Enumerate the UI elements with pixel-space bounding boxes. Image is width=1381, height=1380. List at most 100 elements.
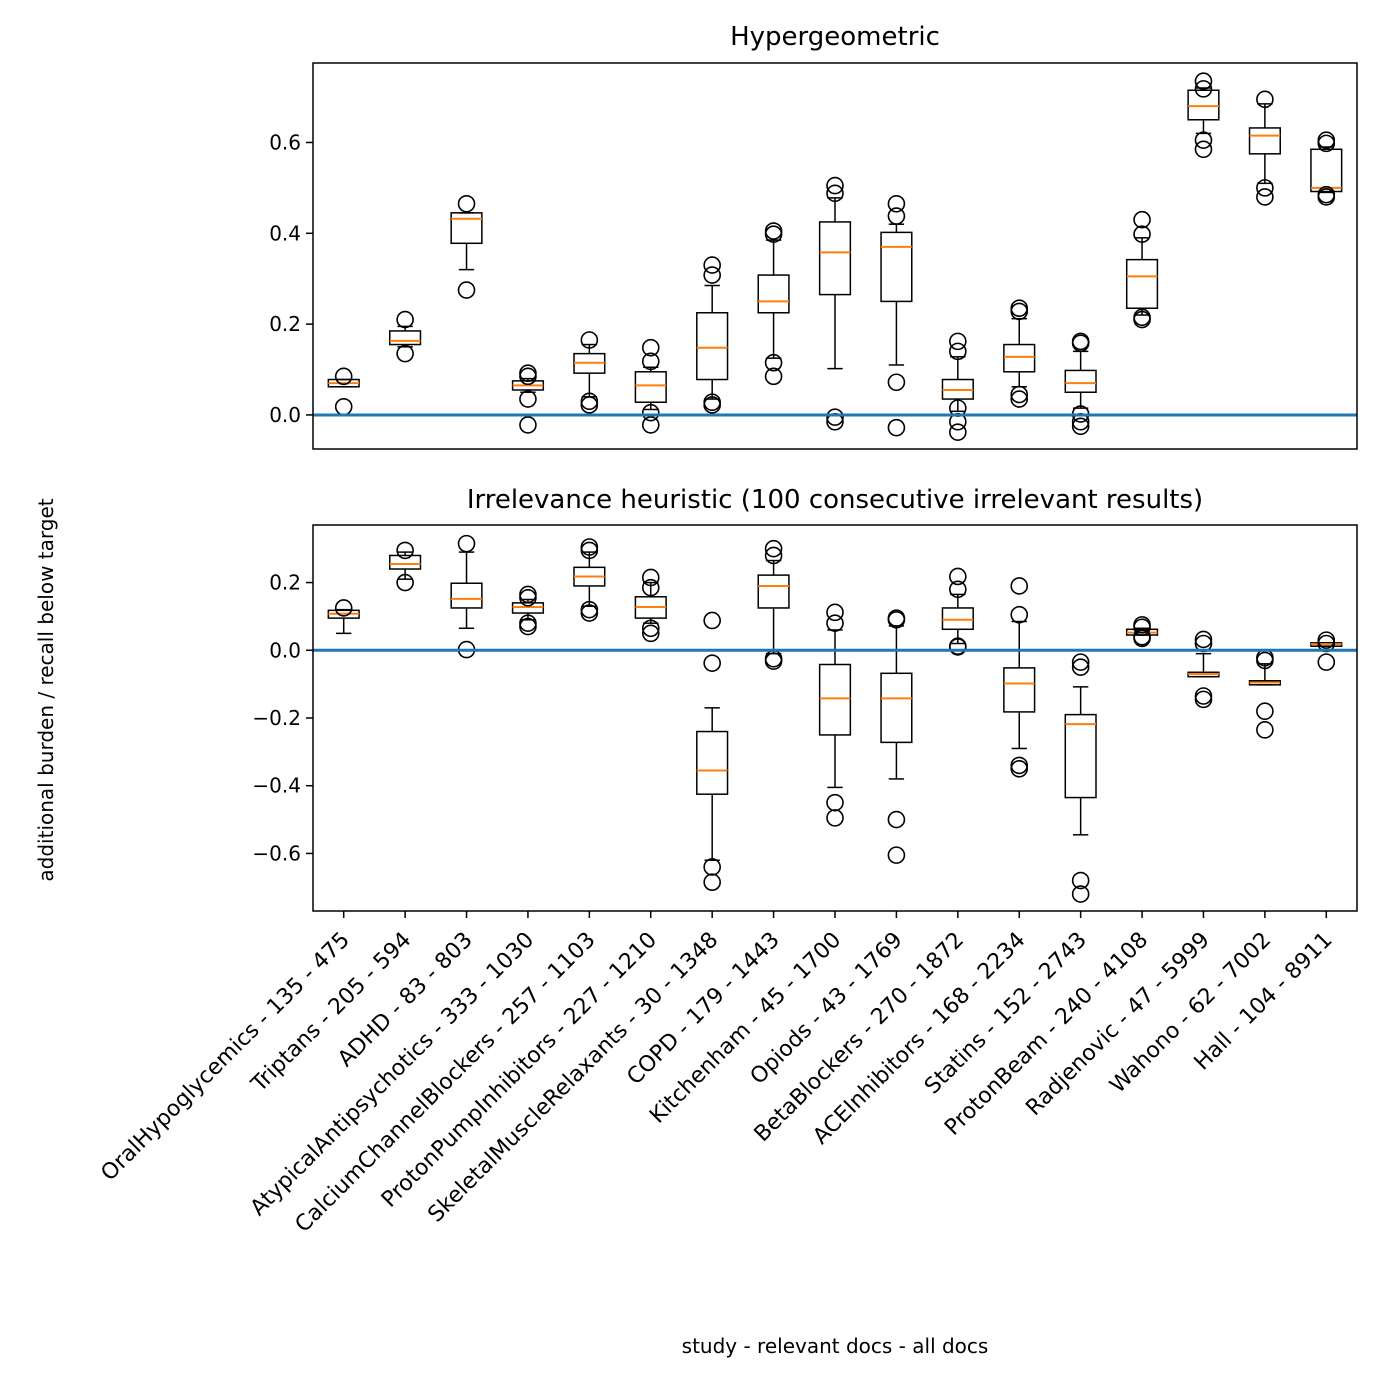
outlier-point xyxy=(949,342,967,361)
outlier-point xyxy=(1194,80,1213,98)
box-3 xyxy=(511,585,545,636)
iqr-box xyxy=(696,730,729,795)
iqr-box xyxy=(880,672,913,744)
outlier-point xyxy=(1194,690,1213,709)
box-9 xyxy=(880,194,913,437)
outlier-point xyxy=(641,338,660,357)
iqr-box xyxy=(1003,667,1036,713)
iqr-box xyxy=(818,663,852,736)
outlier-point xyxy=(887,373,906,392)
iqr-box xyxy=(450,582,483,609)
outlier-point xyxy=(703,654,721,672)
outlier-point xyxy=(703,396,721,414)
iqr-box xyxy=(757,574,790,609)
box-15 xyxy=(1248,90,1281,206)
outlier-point xyxy=(1071,417,1090,436)
outlier-point xyxy=(1194,72,1213,90)
outlier-point xyxy=(887,611,906,629)
outlier-point xyxy=(1256,179,1274,197)
hypergeometric-title: Hypergeometric xyxy=(730,22,940,52)
outlier-point xyxy=(703,873,721,892)
outlier-point xyxy=(949,423,967,441)
outlier-point xyxy=(396,344,414,363)
outlier-point xyxy=(1256,188,1274,206)
box-12 xyxy=(1064,653,1097,903)
outlier-point xyxy=(826,614,844,632)
axes-frame xyxy=(312,62,1358,450)
outlier-point xyxy=(1194,131,1213,149)
outlier-point xyxy=(1133,629,1151,648)
iqr-box xyxy=(1064,369,1097,393)
outlier-point xyxy=(949,567,967,586)
outlier-point xyxy=(949,638,967,656)
outlier-point xyxy=(887,194,906,213)
outlier-point xyxy=(826,603,844,622)
box-15 xyxy=(1248,648,1281,739)
iqr-box xyxy=(941,607,974,631)
iqr-box xyxy=(1310,148,1343,193)
outlier-point xyxy=(457,281,476,299)
box-3 xyxy=(511,364,545,434)
outlier-point xyxy=(1256,90,1274,109)
outlier-point xyxy=(826,408,844,427)
outlier-point xyxy=(1194,630,1213,649)
y-tick-label: −0.4 xyxy=(252,774,301,798)
iqr-box xyxy=(757,274,790,314)
box-9 xyxy=(880,609,913,864)
outlier-point xyxy=(457,194,476,213)
iqr-box xyxy=(450,212,483,245)
outlier-point xyxy=(703,611,721,630)
outlier-point xyxy=(580,331,599,349)
iqr-box xyxy=(1003,343,1036,373)
outlier-point xyxy=(1317,188,1336,206)
outlier-point xyxy=(519,617,537,636)
outlier-point xyxy=(334,367,353,386)
outlier-point xyxy=(1256,651,1274,670)
box-8 xyxy=(818,176,852,431)
outlier-point xyxy=(887,418,906,437)
outlier-point xyxy=(641,416,660,434)
outlier-point xyxy=(764,225,783,244)
outlier-point xyxy=(641,619,660,638)
box-10 xyxy=(941,567,974,656)
y-tick-label: 0.0 xyxy=(269,403,301,427)
outlier-point xyxy=(1133,618,1151,637)
box-0 xyxy=(327,367,360,416)
box-14 xyxy=(1187,72,1220,159)
box-5 xyxy=(634,568,667,643)
outlier-point xyxy=(1071,658,1090,677)
outlier-point xyxy=(1256,702,1274,721)
outlier-point xyxy=(1010,385,1029,404)
y-tick-label: −0.2 xyxy=(252,706,301,730)
outlier-point xyxy=(764,367,783,386)
box-4 xyxy=(573,331,606,414)
box-2 xyxy=(450,194,483,299)
box-4 xyxy=(573,538,606,622)
box-7 xyxy=(757,222,790,386)
box-5 xyxy=(634,338,667,434)
outlier-point xyxy=(1194,140,1213,159)
outlier-point xyxy=(1010,390,1029,408)
outlier-point xyxy=(1133,225,1151,244)
box-1 xyxy=(389,541,422,592)
outlier-point xyxy=(641,578,660,597)
iqr-box xyxy=(818,221,852,296)
outlier-point xyxy=(580,541,599,560)
outlier-point xyxy=(703,266,721,284)
y-tick-label: 0.2 xyxy=(269,571,301,595)
iqr-box xyxy=(696,312,729,381)
outlier-point xyxy=(1071,653,1090,671)
box-11 xyxy=(1003,577,1036,778)
box-6 xyxy=(696,256,729,414)
box-1 xyxy=(389,310,422,363)
iqr-box xyxy=(389,554,422,570)
outlier-point xyxy=(641,403,660,422)
y-tick-label: −0.6 xyxy=(252,841,301,865)
box-8 xyxy=(818,603,852,827)
outlier-point xyxy=(826,176,844,195)
outlier-point xyxy=(887,207,906,225)
box-16 xyxy=(1310,631,1343,671)
outlier-point xyxy=(826,184,844,203)
